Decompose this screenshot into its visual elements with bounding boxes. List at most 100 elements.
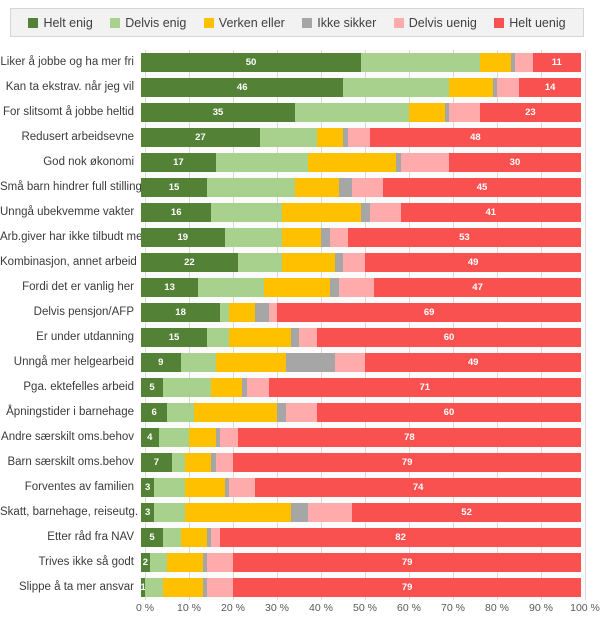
bar-segment-delvis-enig — [207, 328, 229, 347]
bar-segment-helt-enig: 1 — [140, 578, 146, 597]
bar-segment-delvis-enig — [163, 528, 181, 547]
data-label: 19 — [177, 232, 189, 243]
bar-segment-ikke-sikker — [396, 153, 401, 172]
bar-segment-verken-eller — [316, 128, 344, 147]
data-label: 46 — [236, 82, 248, 93]
bar-segment-helt-uenig: 52 — [352, 503, 581, 522]
bar-segment-delvis-uenig — [299, 328, 317, 347]
data-label: 41 — [485, 207, 497, 218]
bar-segment-helt-enig: 2 — [141, 553, 150, 572]
bar-row: Delvis pensjon/AFP 18 69 — [0, 300, 600, 325]
bar-segment-ikke-sikker — [339, 178, 353, 197]
bar-segment-delvis-enig — [167, 403, 194, 422]
data-label: 79 — [401, 582, 413, 593]
bar-segment-delvis-enig — [163, 378, 212, 397]
category-label: Forventes av familien — [24, 481, 134, 494]
bar-segment-delvis-uenig — [215, 453, 234, 472]
bar-row: Slippe å ta mer ansvar 1 79 — [0, 575, 600, 600]
bar-segment-delvis-uenig — [211, 528, 221, 547]
bar-row: Åpningstider i barnehage 6 60 — [0, 400, 600, 425]
bar-row: Andre særskilt oms.behov 4 78 — [0, 425, 600, 450]
bar-segment-delvis-uenig — [338, 278, 375, 297]
bar-segment-ikke-sikker — [202, 578, 207, 597]
bar-segment-delvis-enig — [158, 428, 190, 447]
bar-segment-delvis-uenig — [220, 428, 238, 447]
x-axis-tick-label: 80 % — [485, 602, 509, 614]
category-label: Unngå ubekvemme vakter — [0, 206, 135, 219]
bar-segment-verken-eller — [167, 553, 203, 572]
bar-segment-delvis-enig — [207, 178, 295, 197]
bar-segment-verken-eller — [281, 228, 322, 247]
legend-label: Delvis enig — [125, 15, 187, 30]
data-label: 45 — [476, 182, 488, 193]
bar-segment-helt-uenig: 79 — [233, 553, 581, 572]
bar-segment-helt-enig: 13 — [141, 278, 199, 297]
bar-segment-verken-eller — [479, 53, 511, 72]
data-label: 53 — [459, 232, 470, 243]
bar-track: 3 52 — [141, 503, 581, 522]
bar-row: Trives ikke så godt 2 79 — [0, 550, 600, 575]
x-axis-tick-label: 90 % — [529, 602, 553, 614]
legend-swatch-icon — [393, 17, 404, 28]
data-label: 6 — [151, 407, 157, 418]
category-label: Arb.giver har ikke tilbudt mer — [0, 231, 147, 244]
legend-label: Delvis uenig — [408, 15, 477, 30]
x-axis-tick-label: 100 % — [570, 602, 600, 614]
gridline — [189, 50, 190, 600]
bar-segment-helt-enig: 3 — [141, 478, 155, 497]
bar-segment-ikke-sikker — [343, 128, 348, 147]
category-label: Skatt, barnehage, reiseutg. — [0, 506, 139, 519]
data-label: 47 — [472, 282, 483, 293]
bar-segment-delvis-uenig — [369, 203, 401, 222]
data-label: 18 — [175, 307, 186, 318]
bar-segment-delvis-enig — [211, 203, 282, 222]
data-label: 23 — [525, 107, 536, 118]
category-label: Barn særskilt oms.behov — [7, 456, 134, 469]
data-label: 16 — [170, 207, 182, 218]
bar-segment-helt-enig: 5 — [141, 378, 163, 397]
bar-segment-helt-enig: 4 — [141, 428, 159, 447]
bar-segment-ikke-sikker — [215, 428, 221, 447]
gridline — [497, 50, 498, 600]
bar-segment-helt-uenig: 47 — [374, 278, 581, 297]
bar-segment-verken-eller — [295, 178, 339, 197]
bar-segment-delvis-uenig — [497, 78, 520, 97]
x-axis-tick-label: 0 % — [135, 602, 155, 614]
data-label: 79 — [401, 557, 413, 568]
x-axis: 0 % 10 % 20 % 30 % 40 % 50 % 60 % 70 % 80 % 90 % 1… — [136, 602, 600, 618]
bar-row: Kombinasjon, annet arbeid 22 49 — [0, 250, 600, 275]
bar-track: 35 23 — [141, 103, 581, 122]
data-label: 17 — [173, 157, 184, 168]
bar-segment-helt-enig: 50 — [141, 53, 361, 72]
data-label: 9 — [158, 357, 164, 368]
data-label: 49 — [467, 257, 479, 268]
category-label: Små barn hindrer full stilling — [0, 181, 142, 194]
bar-segment-ikke-sikker — [510, 53, 515, 72]
bar-segment-ikke-sikker — [360, 203, 370, 222]
bar-track: 5 71 — [141, 378, 581, 397]
data-label: 2 — [142, 557, 149, 568]
bar-segment-delvis-enig — [149, 553, 168, 572]
legend-item-verken-eller: Verken eller — [203, 16, 285, 30]
bar-row: Skatt, barnehage, reiseutg. 3 52 — [0, 500, 600, 525]
bar-segment-helt-uenig: 53 — [347, 228, 581, 247]
data-label: 1 — [140, 582, 146, 593]
x-axis-tick-label: 70 % — [441, 602, 465, 614]
bar-segment-helt-enig: 17 — [141, 153, 216, 172]
bar-segment-helt-uenig: 49 — [365, 353, 581, 372]
bar-track: 13 47 — [141, 278, 581, 297]
bar-track: 18 69 — [141, 303, 581, 322]
category-label: Kan ta ekstrav. når jeg vil — [5, 81, 134, 94]
bar-segment-helt-uenig: 71 — [268, 378, 581, 397]
gridline — [233, 50, 234, 600]
bar-track: 15 45 — [141, 178, 581, 197]
bar-segment-delvis-enig — [224, 228, 282, 247]
bar-track: 6 60 — [141, 403, 581, 422]
bar-track: 7 79 — [141, 453, 581, 472]
bar-segment-delvis-enig — [154, 478, 185, 497]
data-label: 13 — [164, 282, 175, 293]
bar-segment-helt-enig: 5 — [141, 528, 163, 547]
data-label: 15 — [168, 332, 180, 343]
category-label: Delvis pensjon/AFP — [33, 306, 134, 319]
